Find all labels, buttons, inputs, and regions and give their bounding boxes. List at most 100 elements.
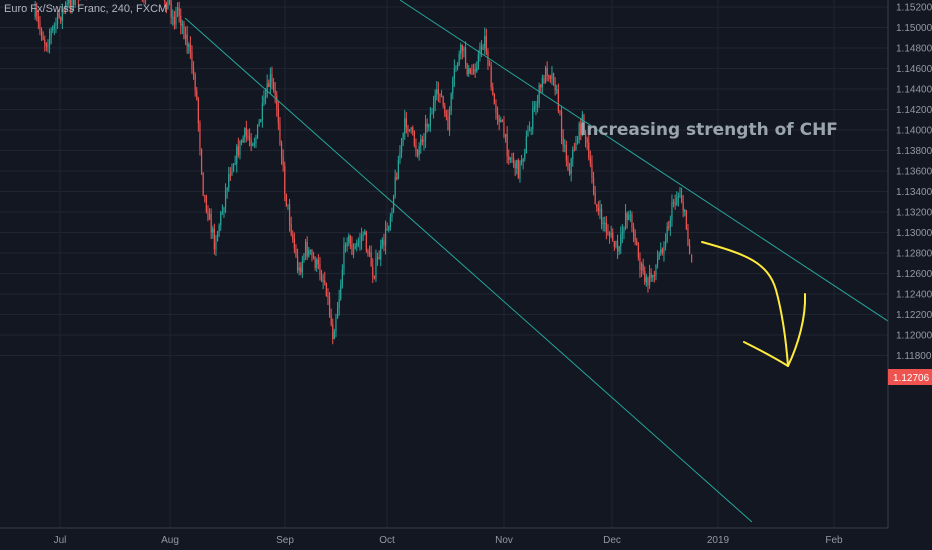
candle-body: [244, 128, 246, 138]
candle-body: [522, 158, 524, 162]
x-tick-label: Jul: [54, 535, 67, 546]
y-tick-label: 1.13400: [896, 187, 932, 198]
candle-body: [463, 47, 465, 51]
candle-body: [404, 118, 406, 134]
candle-body: [168, 0, 171, 4]
candle-body: [680, 195, 683, 203]
candle-body: [420, 139, 422, 146]
candle-body: [535, 104, 537, 107]
x-tick-label: Nov: [495, 535, 513, 546]
candle-body: [365, 231, 367, 251]
candle-body: [447, 116, 449, 131]
candle-body: [516, 160, 518, 169]
candle-body: [448, 111, 451, 131]
candle-body: [661, 249, 663, 254]
candle-body: [252, 143, 254, 146]
candle-body: [407, 127, 409, 131]
candle-body: [274, 89, 276, 96]
candle-body: [330, 315, 332, 325]
candle-body: [236, 146, 238, 165]
candle-body: [308, 250, 310, 257]
candle-body: [637, 245, 639, 258]
candle-body: [458, 53, 460, 65]
candle-body: [207, 211, 209, 220]
candle-body: [284, 165, 286, 194]
candle-body: [248, 137, 251, 140]
candle-body: [60, 16, 62, 21]
candles: [34, 0, 693, 345]
candle-body: [69, 0, 71, 8]
candle-body: [508, 156, 510, 160]
candle-body: [464, 47, 467, 64]
candle-body: [682, 202, 684, 212]
candle-body: [288, 204, 291, 224]
candle-body: [354, 245, 356, 249]
candle-body: [602, 223, 604, 225]
candle-body: [687, 228, 689, 245]
candle-body: [511, 157, 513, 159]
channel-upper-line[interactable]: [399, 0, 932, 351]
candle-body: [180, 16, 182, 26]
candle-body: [322, 280, 324, 282]
candle-body: [461, 44, 463, 51]
price-axis-panel[interactable]: [888, 0, 932, 528]
candle-body: [66, 3, 68, 5]
candle-body: [324, 280, 326, 283]
candle-body: [52, 26, 54, 31]
down-arrow-drawing[interactable]: [701, 241, 789, 367]
candle-body: [405, 118, 407, 128]
candle-body: [53, 25, 55, 27]
candle-body: [312, 255, 315, 259]
candle-body: [471, 73, 473, 75]
candle-body: [460, 44, 462, 54]
candle-body: [567, 160, 569, 170]
candle-body: [573, 149, 575, 151]
channel-lower-line[interactable]: [184, 17, 753, 523]
candle-body: [271, 74, 273, 83]
candle-body: [172, 16, 174, 18]
candle-body: [303, 254, 305, 261]
candle-body: [228, 174, 230, 188]
candle-body: [300, 267, 302, 273]
candle-body: [364, 231, 366, 235]
candle-body: [437, 89, 439, 94]
candle-body: [204, 195, 206, 197]
candle-body: [655, 264, 657, 277]
y-tick-label: 1.12800: [896, 249, 932, 260]
candle-body: [429, 113, 431, 126]
candle-body: [188, 44, 190, 47]
candle-body: [455, 66, 457, 69]
candle-body: [562, 136, 564, 146]
candle-body: [436, 89, 438, 95]
candle-body: [340, 284, 342, 299]
candle-body: [565, 145, 567, 161]
candle-body: [269, 74, 271, 87]
arrow-head-right-drawing[interactable]: [787, 293, 807, 367]
candle-body: [298, 267, 300, 271]
chart-title: Euro Fx/Swiss Franc, 240, FXCM: [4, 3, 168, 15]
candle-body: [231, 171, 233, 175]
candle-body: [357, 242, 359, 244]
candle-body: [232, 164, 235, 172]
candle-body: [554, 84, 556, 90]
candle-body: [684, 210, 686, 212]
annotation-text[interactable]: Increasing strength of CHF: [580, 120, 838, 140]
candle-body: [600, 208, 603, 224]
candle-body: [344, 245, 347, 247]
candle-body: [370, 252, 372, 267]
candle-body: [503, 121, 505, 137]
arrow-head-left-drawing[interactable]: [743, 341, 789, 367]
candle-body: [472, 69, 475, 74]
candle-body: [55, 23, 57, 26]
candle-body: [644, 270, 646, 283]
x-tick-label: Aug: [161, 535, 179, 546]
last-price-label-bg: [888, 369, 932, 385]
candle-body: [258, 122, 260, 125]
candle-body: [490, 66, 492, 88]
candle-body: [242, 137, 244, 143]
candle-body: [292, 234, 294, 240]
candle-body: [541, 78, 543, 88]
candle-body: [176, 7, 179, 11]
candle-body: [517, 160, 519, 179]
